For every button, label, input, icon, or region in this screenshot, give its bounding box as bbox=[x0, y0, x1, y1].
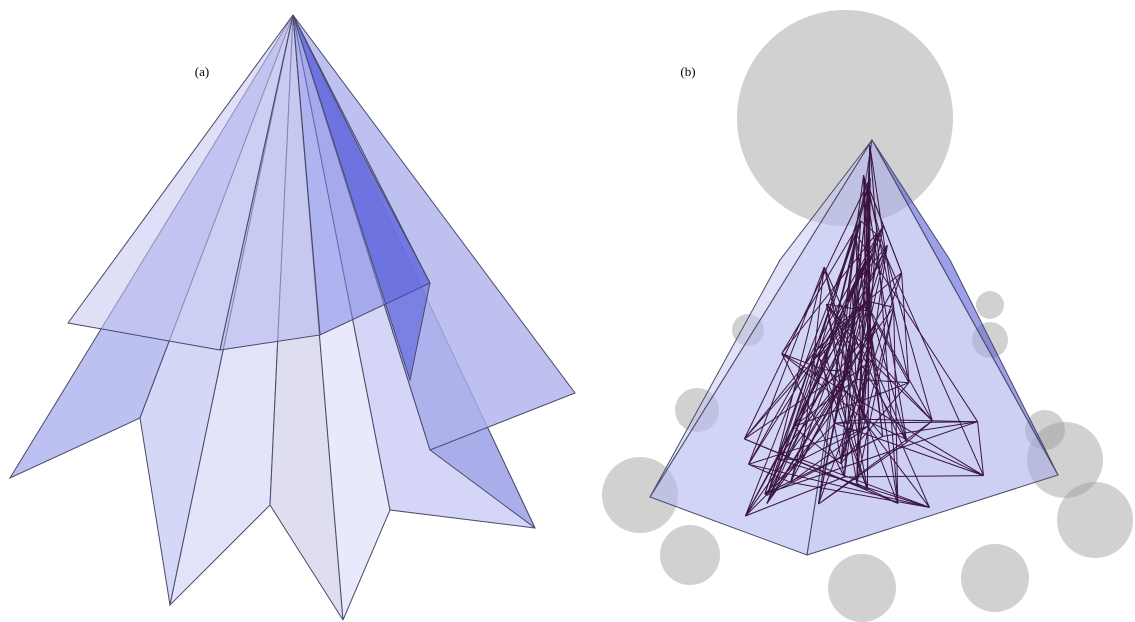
wire-edge bbox=[823, 266, 930, 508]
wire-edge bbox=[863, 418, 978, 423]
wire-edge bbox=[869, 145, 895, 308]
face bbox=[649, 139, 873, 498]
wire-edge bbox=[845, 177, 871, 371]
sphere bbox=[1057, 482, 1133, 558]
wire-edge bbox=[842, 245, 888, 382]
wire-edge bbox=[744, 369, 847, 440]
wire-edge bbox=[744, 438, 898, 504]
wire-edge bbox=[743, 177, 871, 440]
wire-edge bbox=[840, 185, 869, 464]
wire-edge bbox=[870, 311, 933, 422]
wire-edge bbox=[744, 300, 867, 440]
wire-edge bbox=[766, 435, 883, 496]
wire-edge bbox=[845, 370, 899, 504]
wire-edge bbox=[869, 145, 899, 504]
wire-edge bbox=[843, 220, 862, 478]
wire-edge bbox=[776, 458, 930, 508]
wire-edge bbox=[766, 381, 844, 504]
wire-edge bbox=[826, 303, 868, 358]
wire-edge bbox=[790, 329, 834, 483]
wire-edge bbox=[748, 463, 930, 508]
wire-edge bbox=[818, 357, 868, 490]
wire-edge bbox=[834, 233, 877, 424]
wire-edge bbox=[744, 371, 849, 517]
wire-edge bbox=[867, 425, 930, 508]
wire-edge bbox=[781, 220, 862, 354]
wire-edge bbox=[866, 356, 933, 422]
wire-edge bbox=[823, 220, 862, 370]
wire-edge bbox=[867, 185, 910, 383]
wire-edge bbox=[781, 233, 877, 354]
wire-edge bbox=[744, 343, 823, 440]
sphere bbox=[660, 525, 720, 585]
wire-edge bbox=[776, 458, 802, 461]
panel-a: (a) bbox=[8, 14, 576, 621]
wire-edge bbox=[821, 256, 871, 344]
wire-edge bbox=[845, 370, 868, 490]
wire-edge bbox=[844, 475, 984, 478]
wire-edge bbox=[865, 300, 894, 308]
wire-edge bbox=[748, 463, 791, 483]
wire-edge bbox=[781, 353, 984, 477]
wire-edge bbox=[790, 481, 930, 508]
wire-edge bbox=[748, 328, 834, 465]
wire-edge bbox=[764, 421, 978, 495]
wire-edge bbox=[875, 323, 910, 383]
wire-edge bbox=[801, 266, 825, 460]
wire-edge bbox=[842, 287, 853, 382]
wire-edge bbox=[818, 420, 933, 505]
sphere bbox=[976, 291, 1004, 319]
wire-edge bbox=[840, 382, 910, 464]
wire-edge bbox=[882, 421, 978, 437]
sphere bbox=[602, 457, 678, 533]
wire-edge bbox=[821, 343, 868, 490]
wireframe bbox=[743, 145, 984, 517]
wire-edge bbox=[776, 266, 825, 460]
wire-edge bbox=[818, 381, 844, 505]
wire-edge bbox=[865, 177, 871, 301]
wire-edge bbox=[977, 421, 984, 476]
wire-edge bbox=[792, 185, 869, 428]
wire-edge bbox=[863, 233, 877, 420]
wire-edge bbox=[863, 418, 984, 477]
wire-edge bbox=[781, 353, 845, 478]
wire-edge bbox=[893, 307, 899, 504]
wire-edge bbox=[766, 261, 866, 504]
sphere bbox=[737, 10, 953, 226]
wire-edge bbox=[871, 360, 908, 443]
wire-edge bbox=[781, 353, 825, 371]
wire-edge bbox=[801, 459, 930, 508]
panel-label: (b) bbox=[680, 64, 695, 79]
panel-label: (a) bbox=[195, 64, 209, 79]
wire-edge bbox=[818, 360, 873, 505]
wire-edge bbox=[875, 233, 984, 476]
wire-edge bbox=[832, 185, 869, 330]
wire-edge bbox=[790, 272, 903, 483]
sphere bbox=[828, 554, 896, 622]
wire-edge bbox=[792, 426, 842, 464]
wire-edge bbox=[748, 224, 884, 465]
facet bbox=[292, 14, 431, 336]
wire-edge bbox=[840, 225, 884, 464]
wire-edge bbox=[863, 175, 908, 443]
panel-b: (b) bbox=[602, 10, 1133, 622]
face bbox=[871, 139, 1059, 476]
wire-edge bbox=[867, 185, 884, 226]
wire-edge bbox=[840, 272, 903, 464]
wire-edge bbox=[901, 272, 910, 383]
sphere bbox=[961, 544, 1029, 612]
facet bbox=[292, 14, 431, 382]
wire-edge bbox=[766, 352, 815, 496]
wire-edge bbox=[792, 378, 857, 428]
